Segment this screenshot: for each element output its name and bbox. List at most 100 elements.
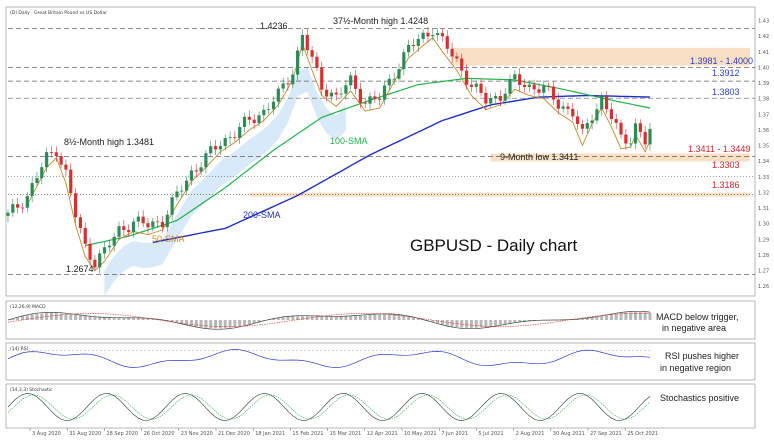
macd-histogram-bar [329,316,333,320]
y-tick-label: 1.38 [758,97,769,103]
macd-histogram-bar [325,316,329,320]
macd-histogram-bar [320,316,324,320]
macd-histogram-bar [310,316,314,320]
macd-histogram-bar [296,316,300,320]
macd-histogram-bar [233,320,237,328]
x-tick-label: 28 Sep 2020 [106,431,138,437]
macd-histogram-bar [291,316,295,320]
candle-body [604,96,609,110]
candle-body [151,221,155,228]
y-tick-label: 1.35 [758,144,769,150]
y-tick-label: 1.29 [758,237,769,243]
macd-histogram-bar [619,313,623,320]
macd-histogram-bar [165,320,169,321]
candle-body [378,99,382,100]
macd-histogram-bar [585,318,589,320]
macd-histogram-bar [45,313,49,320]
candle-body [421,32,425,39]
macd-histogram-bar [609,314,613,320]
candle-body [469,84,473,87]
candle-body [228,137,232,139]
level-label-13186: 1.3186 [712,180,740,190]
macd-histogram-bar [218,320,222,329]
macd-histogram-bar [440,320,444,325]
candle-body [522,84,527,87]
macd-histogram-bar [122,317,126,320]
candle-body [358,88,362,103]
sma200-label: 200-SMA [243,210,281,220]
macd-histogram-bar [117,317,121,320]
candle-body [40,167,44,179]
macd-histogram-bar [214,320,218,329]
candle-body [532,84,536,90]
candle-body [474,83,478,87]
macd-histogram-bar [358,315,362,320]
candle-body [575,116,580,124]
macd-histogram-bar [54,313,58,320]
month9-low-label: 9-Month low 1.3411 [500,152,578,162]
macd-histogram-bar [11,318,15,320]
macd-histogram-bar [93,316,97,320]
macd-histogram-bar [378,314,382,320]
macd-histogram-bar [614,313,618,320]
candle-body [518,74,522,85]
candle-body [460,58,464,71]
y-tick-label: 1.33 [758,175,769,181]
macd-line [7,310,651,330]
candle-body [643,131,647,145]
macd-histogram-bar [199,320,203,328]
sma-100-line [85,77,651,247]
candle-body [551,86,556,100]
candle-body [83,227,87,244]
macd-histogram-bar [455,320,459,328]
candle-body [146,223,150,228]
candle-body [484,92,488,104]
macd-histogram-bar [281,317,285,320]
y-tick-label: 1.34 [758,159,769,165]
x-tick-label: 31 Aug 2020 [69,431,101,437]
macd-histogram-bar [392,314,396,320]
rsi-header: (14) RSI [10,346,28,352]
macd-histogram-bar [629,312,633,320]
candle-body [305,34,309,51]
x-tick-label: 25 Oct 2021 [627,431,658,437]
candle-body [595,109,599,121]
macd-histogram-bar [64,313,68,320]
macd-histogram-bar [30,314,34,320]
candle-body [242,116,247,128]
y-tick-label: 1.30 [758,222,769,228]
candle-body [69,169,73,194]
rsi-note-1: RSI pushes higher [665,351,739,361]
macd-histogram-bar [112,317,116,320]
candle-body [614,119,618,123]
level-label-13912: 1.3912 [712,68,740,78]
macd-histogram-bar [189,320,193,326]
candle-body [537,89,541,93]
macd-histogram-bar [262,320,266,321]
macd-histogram-bar [489,320,493,327]
candle-body [117,226,121,237]
candle-body [122,226,126,231]
macd-histogram-bar [513,320,517,323]
candle-body [194,170,198,172]
candle-body [392,78,396,80]
macd-histogram-bar [387,314,391,320]
macd-histogram-bar [136,318,140,320]
candle-body [561,106,565,109]
ichimoku-cloud [104,66,346,296]
candle-body [609,109,613,120]
candle-body [271,101,276,110]
macd-histogram-bar [450,320,454,327]
candle-body [127,230,131,233]
macd-histogram-bar [315,316,319,320]
candle-body [440,33,445,37]
macd-histogram-bar [600,316,604,320]
candle-body [344,85,348,94]
candle-body [59,156,63,165]
rsi-note-2: in negative region [660,363,731,373]
candle-body [54,152,58,157]
macd-histogram-bar [503,320,507,324]
candle-body [402,52,406,70]
